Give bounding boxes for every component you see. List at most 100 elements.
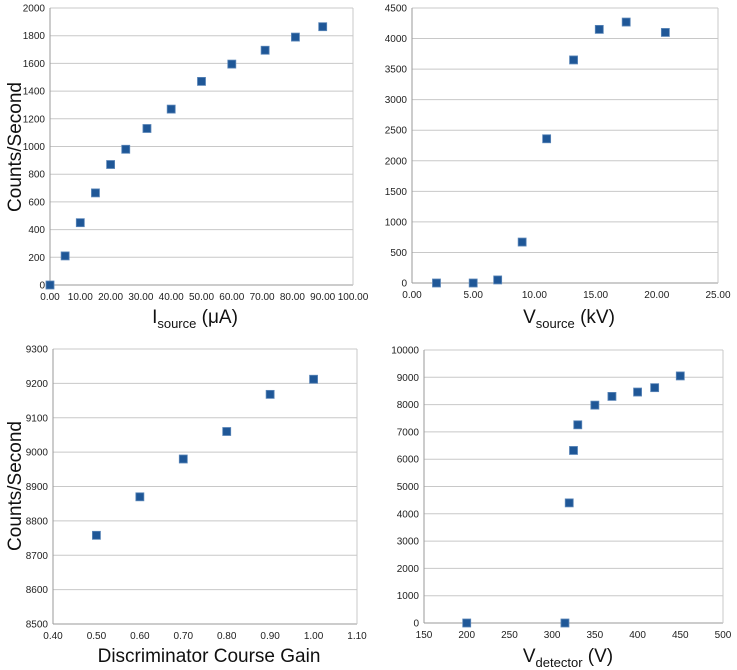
x-tick-label: 40.00 — [159, 292, 184, 303]
y-tick-label: 2000 — [385, 156, 408, 167]
data-point — [621, 17, 631, 27]
y-tick-label: 800 — [28, 170, 45, 181]
data-point — [493, 275, 503, 285]
data-point — [106, 160, 115, 169]
data-point — [197, 77, 206, 86]
data-point — [675, 371, 685, 381]
y-tick-label: 2000 — [397, 564, 420, 575]
y-tick-label: 0 — [413, 619, 419, 630]
y-tick-label: 4000 — [385, 34, 408, 45]
y-tick-label: 4000 — [397, 509, 420, 520]
x-tick-label: 0.40 — [43, 631, 63, 642]
data-point — [166, 104, 176, 114]
data-point — [260, 45, 270, 55]
data-point — [121, 144, 131, 154]
data-point — [318, 22, 328, 32]
x-tick-label: 30.00 — [128, 292, 153, 303]
y-tick-label: 200 — [28, 253, 45, 264]
x-axis-title-4: Vdetector (V) — [523, 646, 613, 670]
data-point — [291, 32, 300, 42]
data-point — [660, 28, 670, 37]
y-tick-label: 8000 — [397, 400, 420, 411]
y-tick-label: 2000 — [23, 4, 46, 15]
data-point — [92, 530, 101, 540]
y-tick-label: 8700 — [26, 551, 49, 562]
y-tick-label: 9200 — [26, 379, 49, 390]
x-tick-label: 0.00 — [40, 292, 60, 303]
x-tick-label: 10.00 — [522, 290, 547, 301]
y-tick-label: 8500 — [26, 620, 49, 631]
data-point — [222, 427, 232, 436]
chart-2: 0 500 1000 1500 2000 2500 3000 3500 4000 4500 0.00… — [385, 4, 731, 302]
x-tick-label: 60.00 — [219, 292, 244, 303]
y-tick-label: 0 — [401, 279, 407, 290]
x-tick-label: 80.00 — [280, 292, 305, 303]
data-point — [517, 237, 527, 247]
y-tick-label: 1600 — [23, 59, 46, 70]
x-tick-label: 20.00 — [644, 290, 669, 301]
chart-3: 8500 8600 8700 8800 8900 9000 9100 9200 9300 0.40… — [26, 345, 367, 643]
x-tick-label: 100.00 — [338, 292, 369, 303]
x-tick-label: 15.00 — [583, 290, 608, 301]
y-tick-label: 10000 — [391, 346, 419, 357]
x-tick-label: 350 — [587, 630, 604, 641]
data-point — [569, 55, 578, 65]
y-tick-label: 500 — [390, 248, 407, 259]
x-tick-label: 200 — [458, 630, 475, 641]
y-tick-label: 400 — [28, 225, 45, 236]
y-tick-label: 5000 — [397, 482, 420, 493]
y-tick-label: 1500 — [385, 187, 408, 198]
x-tick-label: 90.00 — [310, 292, 335, 303]
x-tick-label: 0.00 — [402, 290, 422, 301]
x-axis-title-3: Discriminator Course Gain — [98, 646, 321, 667]
y-tick-label: 1000 — [23, 142, 46, 153]
x-tick-label: 70.00 — [250, 292, 275, 303]
data-point — [309, 374, 318, 384]
y-tick-label: 1800 — [23, 31, 46, 42]
data-point — [564, 498, 574, 508]
x-tick-label: 0.90 — [260, 631, 280, 642]
x-axis-title-1: Isource (μA) — [152, 307, 238, 331]
x-tick-label: 20.00 — [98, 292, 123, 303]
y-tick-label: 8800 — [26, 516, 49, 527]
y-tick-label: 0 — [39, 281, 45, 292]
x-tick-label: 10.00 — [68, 292, 93, 303]
y-tick-label: 7000 — [397, 427, 420, 438]
x-axis-title-2: Vsource (kV) — [523, 307, 615, 331]
data-point — [462, 618, 472, 628]
y-tick-label: 600 — [28, 197, 45, 208]
chart-1: 0 200 400 600 800 1000 1200 1400 1600 1800 2000 0.0… — [23, 4, 369, 304]
data-point — [60, 251, 70, 261]
chart-4: 0 1000 2000 3000 4000 5000 6000 7000 8000 9000 100… — [391, 346, 732, 642]
y-tick-label: 9000 — [26, 448, 49, 459]
data-point — [135, 492, 145, 502]
x-tick-label: 1.00 — [304, 631, 324, 642]
y-tick-label: 1000 — [385, 217, 408, 228]
y-tick-label: 4500 — [385, 4, 408, 15]
x-tick-label: 450 — [672, 630, 689, 641]
y-tick-label: 3000 — [397, 537, 420, 548]
y-tick-label: 6000 — [397, 455, 420, 466]
y-tick-label: 1400 — [23, 87, 46, 98]
y-tick-label: 9000 — [397, 373, 420, 384]
data-point — [569, 446, 578, 455]
y-axis-title-bottom: Counts/Second — [5, 421, 26, 551]
y-tick-label: 9100 — [26, 413, 49, 424]
y-tick-label: 3000 — [385, 95, 408, 106]
x-tick-label: 500 — [715, 630, 732, 641]
data-point — [468, 278, 478, 288]
x-tick-label: 5.00 — [463, 290, 483, 301]
data-point — [594, 24, 604, 34]
x-tick-label: 250 — [501, 630, 518, 641]
data-point — [560, 618, 570, 628]
data-point — [178, 454, 188, 464]
x-tick-label: 50.00 — [189, 292, 214, 303]
y-tick-label: 8600 — [26, 585, 49, 596]
data-point — [91, 188, 100, 198]
x-tick-label: 0.50 — [87, 631, 107, 642]
x-tick-label: 0.60 — [130, 631, 150, 642]
y-tick-label: 9300 — [26, 345, 49, 356]
data-point — [265, 389, 275, 399]
x-tick-label: 1.10 — [347, 631, 367, 642]
